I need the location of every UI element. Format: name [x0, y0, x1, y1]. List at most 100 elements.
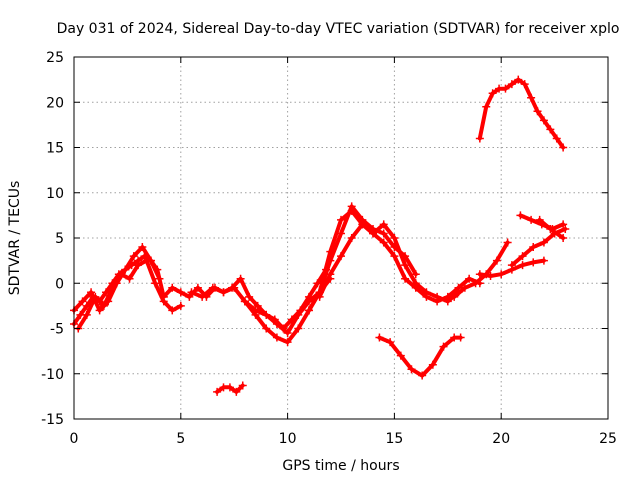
data-point: [422, 292, 431, 301]
data-point: [561, 224, 570, 233]
data-point: [375, 333, 384, 342]
x-tick-label: 10: [279, 431, 297, 447]
data-point: [129, 252, 138, 261]
y-axis-label: SDTVAR / TECUs: [7, 181, 23, 296]
data-point: [390, 234, 399, 242]
data-point: [379, 220, 388, 229]
y-tick-label: 10: [46, 186, 64, 202]
data-point: [198, 292, 207, 301]
data-point: [168, 283, 177, 292]
data-point: [497, 270, 506, 279]
x-tick-label: 25: [599, 431, 617, 447]
data-point: [433, 297, 442, 306]
data-point: [134, 261, 143, 270]
data-point: [208, 283, 217, 292]
data-point: [251, 310, 260, 319]
data-point: [401, 261, 410, 270]
y-tick-label: -10: [41, 367, 64, 383]
y-tick-label: -5: [50, 322, 64, 338]
data-point: [475, 270, 484, 279]
series-trace: [317, 222, 482, 304]
data-point: [283, 338, 292, 347]
data-point: [347, 234, 356, 242]
series-trace: [452, 240, 510, 299]
series-trace: [377, 335, 463, 378]
data-point: [193, 283, 202, 292]
data-point: [379, 229, 388, 238]
y-tick-label: 5: [55, 231, 64, 247]
data-point: [492, 256, 501, 265]
data-point: [294, 324, 303, 333]
data-point: [185, 292, 194, 301]
series-arc-10: [375, 333, 465, 380]
data-point: [539, 116, 548, 125]
data-point: [155, 274, 164, 283]
data-point: [99, 301, 108, 310]
y-tick-label: 0: [55, 276, 64, 292]
data-point: [151, 279, 160, 288]
data-point: [475, 134, 484, 143]
x-tick-label: 0: [70, 431, 79, 447]
data-point: [559, 234, 568, 242]
data-point: [87, 288, 96, 297]
data-point: [514, 75, 523, 84]
series-arc-7: [304, 206, 463, 315]
y-tick-label: 20: [46, 95, 64, 111]
data-point: [347, 206, 356, 215]
data-point: [518, 252, 527, 261]
data-point: [486, 272, 495, 281]
axis-ticks: 0 5 10 15 20 25 -15 -10 -5 0 5 10 15 20 25: [41, 50, 617, 447]
data-point: [379, 238, 388, 247]
data-point: [527, 215, 536, 224]
data-point: [138, 243, 147, 252]
data-point: [529, 243, 538, 252]
data-point: [396, 351, 405, 360]
data-point: [326, 270, 335, 279]
data-point: [240, 297, 249, 306]
data-point: [245, 292, 254, 301]
data-point: [230, 283, 239, 292]
series-arc-11: [450, 238, 512, 301]
series-arc-12: [475, 256, 548, 281]
data-point: [294, 310, 303, 319]
data-point: [418, 371, 427, 380]
data-point: [520, 80, 529, 89]
data-point: [390, 252, 399, 261]
data-point: [121, 265, 130, 274]
data-point: [533, 107, 542, 116]
data-point: [501, 84, 510, 93]
data-point: [482, 102, 491, 111]
data-point: [219, 288, 228, 297]
data-point: [439, 342, 448, 351]
data-point: [411, 270, 420, 279]
data-point: [213, 387, 222, 396]
data-point: [559, 220, 568, 229]
data-point: [518, 261, 527, 270]
data-point: [272, 333, 281, 342]
data-point: [529, 258, 538, 267]
y-tick-label: 25: [46, 50, 64, 66]
data-point: [358, 220, 367, 229]
data-point: [369, 229, 378, 238]
data-point: [507, 80, 516, 89]
data-point: [507, 261, 516, 270]
data-point: [108, 283, 117, 292]
data-point: [236, 274, 245, 283]
x-tick-label: 20: [492, 431, 510, 447]
data-point: [516, 211, 525, 220]
data-point: [78, 297, 87, 306]
data-point: [91, 292, 100, 301]
data-point: [559, 143, 568, 152]
data-point: [401, 274, 410, 283]
data-point: [546, 125, 555, 134]
data-point: [116, 270, 125, 279]
data-point: [539, 256, 548, 265]
series-arc-16: [475, 75, 568, 152]
data-point: [337, 215, 345, 224]
data-point: [546, 224, 555, 233]
data-point: [82, 310, 91, 319]
data-point: [238, 381, 247, 390]
data-point: [225, 383, 234, 392]
x-tick-label: 15: [385, 431, 403, 447]
